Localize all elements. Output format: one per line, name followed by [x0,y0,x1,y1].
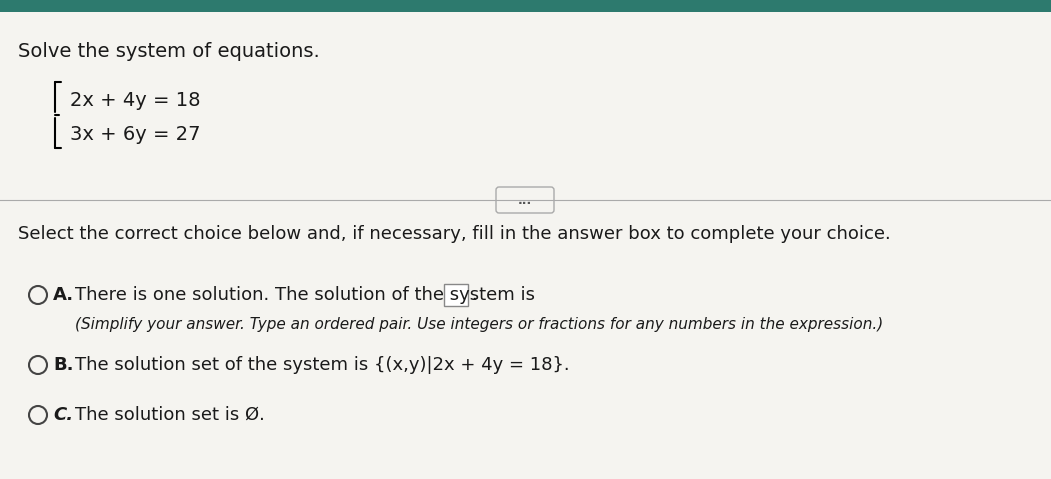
Text: 3x + 6y = 27: 3x + 6y = 27 [70,125,201,145]
Text: C.: C. [53,406,74,424]
Text: (Simplify your answer. Type an ordered pair. Use integers or fractions for any n: (Simplify your answer. Type an ordered p… [75,317,883,332]
FancyBboxPatch shape [0,0,1051,12]
FancyBboxPatch shape [0,12,1051,479]
FancyBboxPatch shape [444,284,468,306]
Text: Select the correct choice below and, if necessary, fill in the answer box to com: Select the correct choice below and, if … [18,225,891,243]
Text: 2x + 4y = 18: 2x + 4y = 18 [70,91,201,110]
Text: The solution set is Ø.: The solution set is Ø. [75,406,265,424]
Text: There is one solution. The solution of the system is: There is one solution. The solution of t… [75,286,535,304]
Text: A.: A. [53,286,75,304]
Text: Solve the system of equations.: Solve the system of equations. [18,42,320,61]
Text: The solution set of the system is {(x,y)|2x + 4y = 18}.: The solution set of the system is {(x,y)… [75,356,570,374]
Text: B.: B. [53,356,74,374]
Text: ...: ... [518,194,532,206]
FancyBboxPatch shape [496,187,554,213]
Text: .: . [471,286,477,304]
